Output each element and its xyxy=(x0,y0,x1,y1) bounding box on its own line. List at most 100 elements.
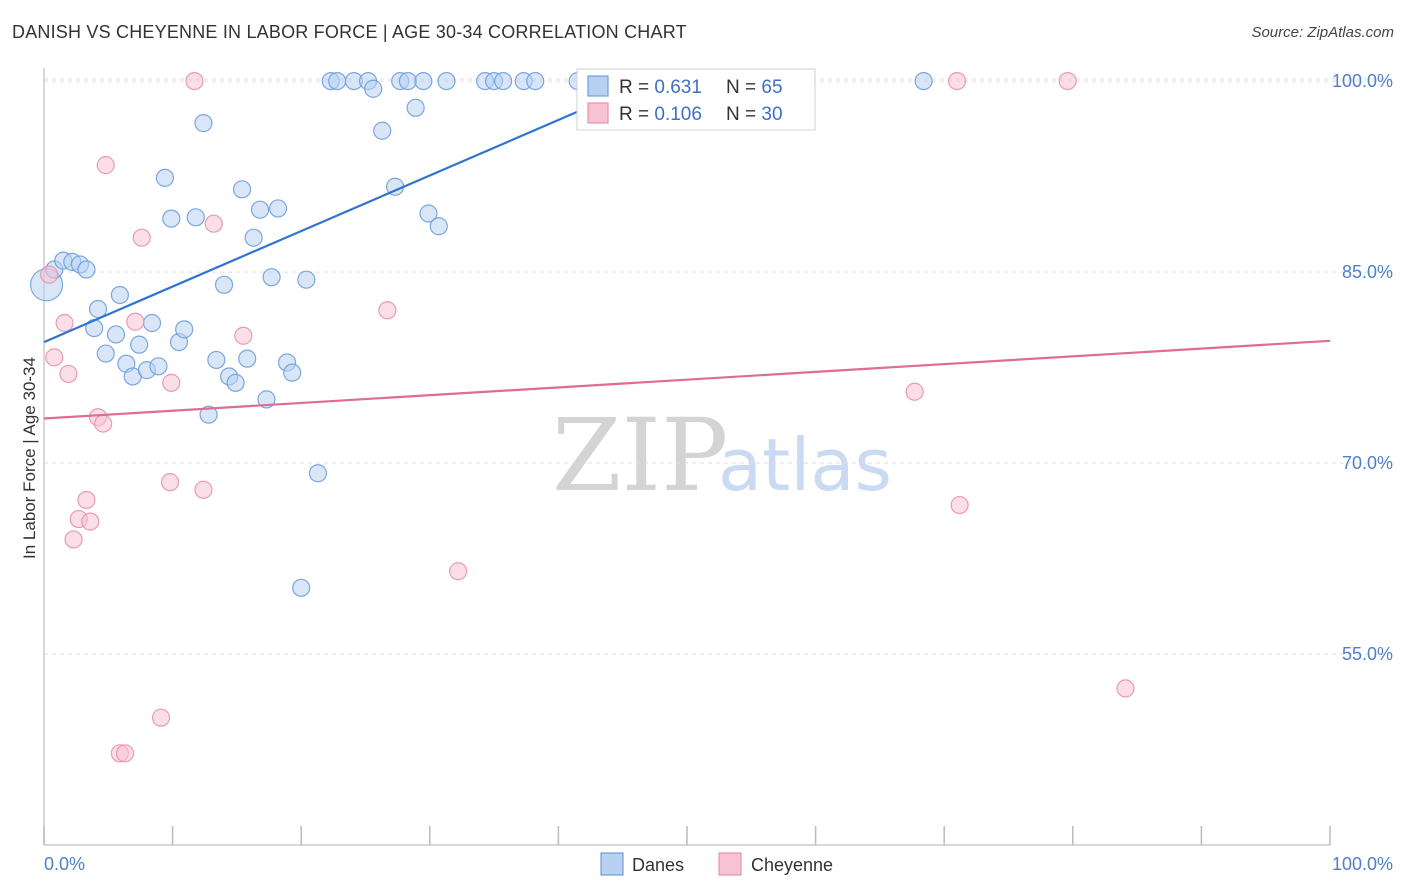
danes-point xyxy=(328,71,347,91)
cheyenne-point xyxy=(378,301,397,320)
danes-trend-line xyxy=(43,80,649,344)
danes-point xyxy=(149,357,168,376)
axes: 0.0% 100.0% xyxy=(43,68,1393,874)
danes-point xyxy=(268,199,288,218)
cheyenne-point xyxy=(45,348,64,367)
danes-point xyxy=(414,71,433,91)
cheyenne-point xyxy=(1116,679,1135,698)
danes-points xyxy=(29,71,933,597)
danes-n-label: N = xyxy=(726,77,761,98)
danes-point xyxy=(292,578,311,597)
danes-point xyxy=(186,208,205,227)
danes-point xyxy=(106,325,126,344)
danes-point xyxy=(207,350,226,370)
danes-point xyxy=(130,335,149,354)
danes-point xyxy=(238,349,257,368)
danes-point xyxy=(429,217,448,236)
danes-point xyxy=(175,320,194,339)
danes-point xyxy=(297,270,316,289)
danes-point xyxy=(526,71,545,91)
danes-point xyxy=(199,405,218,424)
y-tick-label: 70.0% xyxy=(1342,453,1393,473)
danes-point xyxy=(110,285,129,305)
cheyenne-point xyxy=(115,744,135,763)
danes-point xyxy=(437,71,456,91)
svg-text:R = 0.631: R = 0.631 xyxy=(619,77,702,98)
danes-point xyxy=(214,275,234,294)
danes-n-value: 65 xyxy=(761,77,782,98)
cheyenne-point xyxy=(94,414,113,433)
danes-point xyxy=(96,344,115,363)
cheyenne-point xyxy=(905,382,924,401)
cheyenne-point xyxy=(160,473,180,492)
x-tick-label: 100.0% xyxy=(1332,854,1393,874)
danes-point xyxy=(257,390,276,409)
cheyenne-point xyxy=(132,228,151,247)
legend-danes-swatch xyxy=(600,852,624,876)
danes-point xyxy=(914,71,933,91)
stats-legend: R = 0.631 N = 65 R = 0.106 N = 30 xyxy=(576,68,816,131)
watermark-zip: ZIP xyxy=(552,397,728,514)
cheyenne-point xyxy=(40,265,59,284)
legend-cheyenne-label: Cheyenne xyxy=(751,855,833,875)
y-axis-label: In Labor Force | Age 30-34 xyxy=(20,357,39,559)
cheyenne-n-label: N = xyxy=(726,104,761,125)
cheyenne-point xyxy=(77,490,96,510)
watermark: ZIP atlas xyxy=(552,397,892,514)
cheyenne-point xyxy=(950,495,969,515)
cheyenne-point xyxy=(81,512,100,531)
danes-r-label: R = xyxy=(619,77,654,98)
danes-point xyxy=(194,114,213,133)
y-tick-label: 85.0% xyxy=(1342,262,1393,282)
cheyenne-point xyxy=(126,312,145,331)
danes-point xyxy=(419,204,438,223)
cheyenne-point xyxy=(96,156,115,175)
cheyenne-point xyxy=(55,313,74,333)
danes-point xyxy=(244,228,263,247)
svg-text:N = 30: N = 30 xyxy=(726,104,783,125)
danes-point xyxy=(142,313,162,333)
series-legend: Danes Cheyenne xyxy=(600,852,833,876)
danes-point xyxy=(155,168,174,187)
cheyenne-r-label: R = xyxy=(619,104,654,125)
danes-point xyxy=(406,98,425,117)
danes-point xyxy=(77,260,96,279)
trend-lines xyxy=(43,80,1331,420)
cheyenne-point xyxy=(234,326,253,345)
danes-point xyxy=(494,71,513,91)
cheyenne-point xyxy=(947,71,967,91)
cheyenne-point xyxy=(151,708,171,727)
danes-point xyxy=(232,180,252,199)
danes-point xyxy=(308,464,328,483)
danes-swatch xyxy=(587,75,609,97)
cheyenne-n-value: 30 xyxy=(761,104,782,125)
danes-point xyxy=(283,363,302,382)
cheyenne-points xyxy=(40,71,1135,763)
danes-point xyxy=(373,121,392,140)
danes-point xyxy=(226,373,245,392)
cheyenne-trend-line xyxy=(43,339,1331,420)
cheyenne-point xyxy=(448,562,468,581)
danes-point xyxy=(262,268,281,287)
cheyenne-point xyxy=(1058,71,1077,91)
y-tick-label: 100.0% xyxy=(1332,71,1393,91)
chart-title: DANISH VS CHEYENNE IN LABOR FORCE | AGE … xyxy=(12,22,687,42)
danes-point xyxy=(364,79,383,98)
cheyenne-point xyxy=(185,71,204,91)
danes-point xyxy=(250,200,270,219)
cheyenne-swatch xyxy=(587,102,609,124)
svg-text:R = 0.106: R = 0.106 xyxy=(619,104,702,125)
legend-danes-label: Danes xyxy=(632,855,684,875)
y-tick-label: 55.0% xyxy=(1342,644,1393,664)
cheyenne-point xyxy=(194,480,213,499)
svg-text:N = 65: N = 65 xyxy=(726,77,783,98)
watermark-atlas: atlas xyxy=(718,423,892,507)
cheyenne-point xyxy=(162,373,181,392)
cheyenne-point xyxy=(59,364,78,384)
cheyenne-point xyxy=(64,530,83,549)
cheyenne-r-value: 0.106 xyxy=(654,104,702,125)
danes-point xyxy=(162,209,181,228)
danes-r-value: 0.631 xyxy=(654,77,702,98)
danes-point xyxy=(398,71,418,91)
